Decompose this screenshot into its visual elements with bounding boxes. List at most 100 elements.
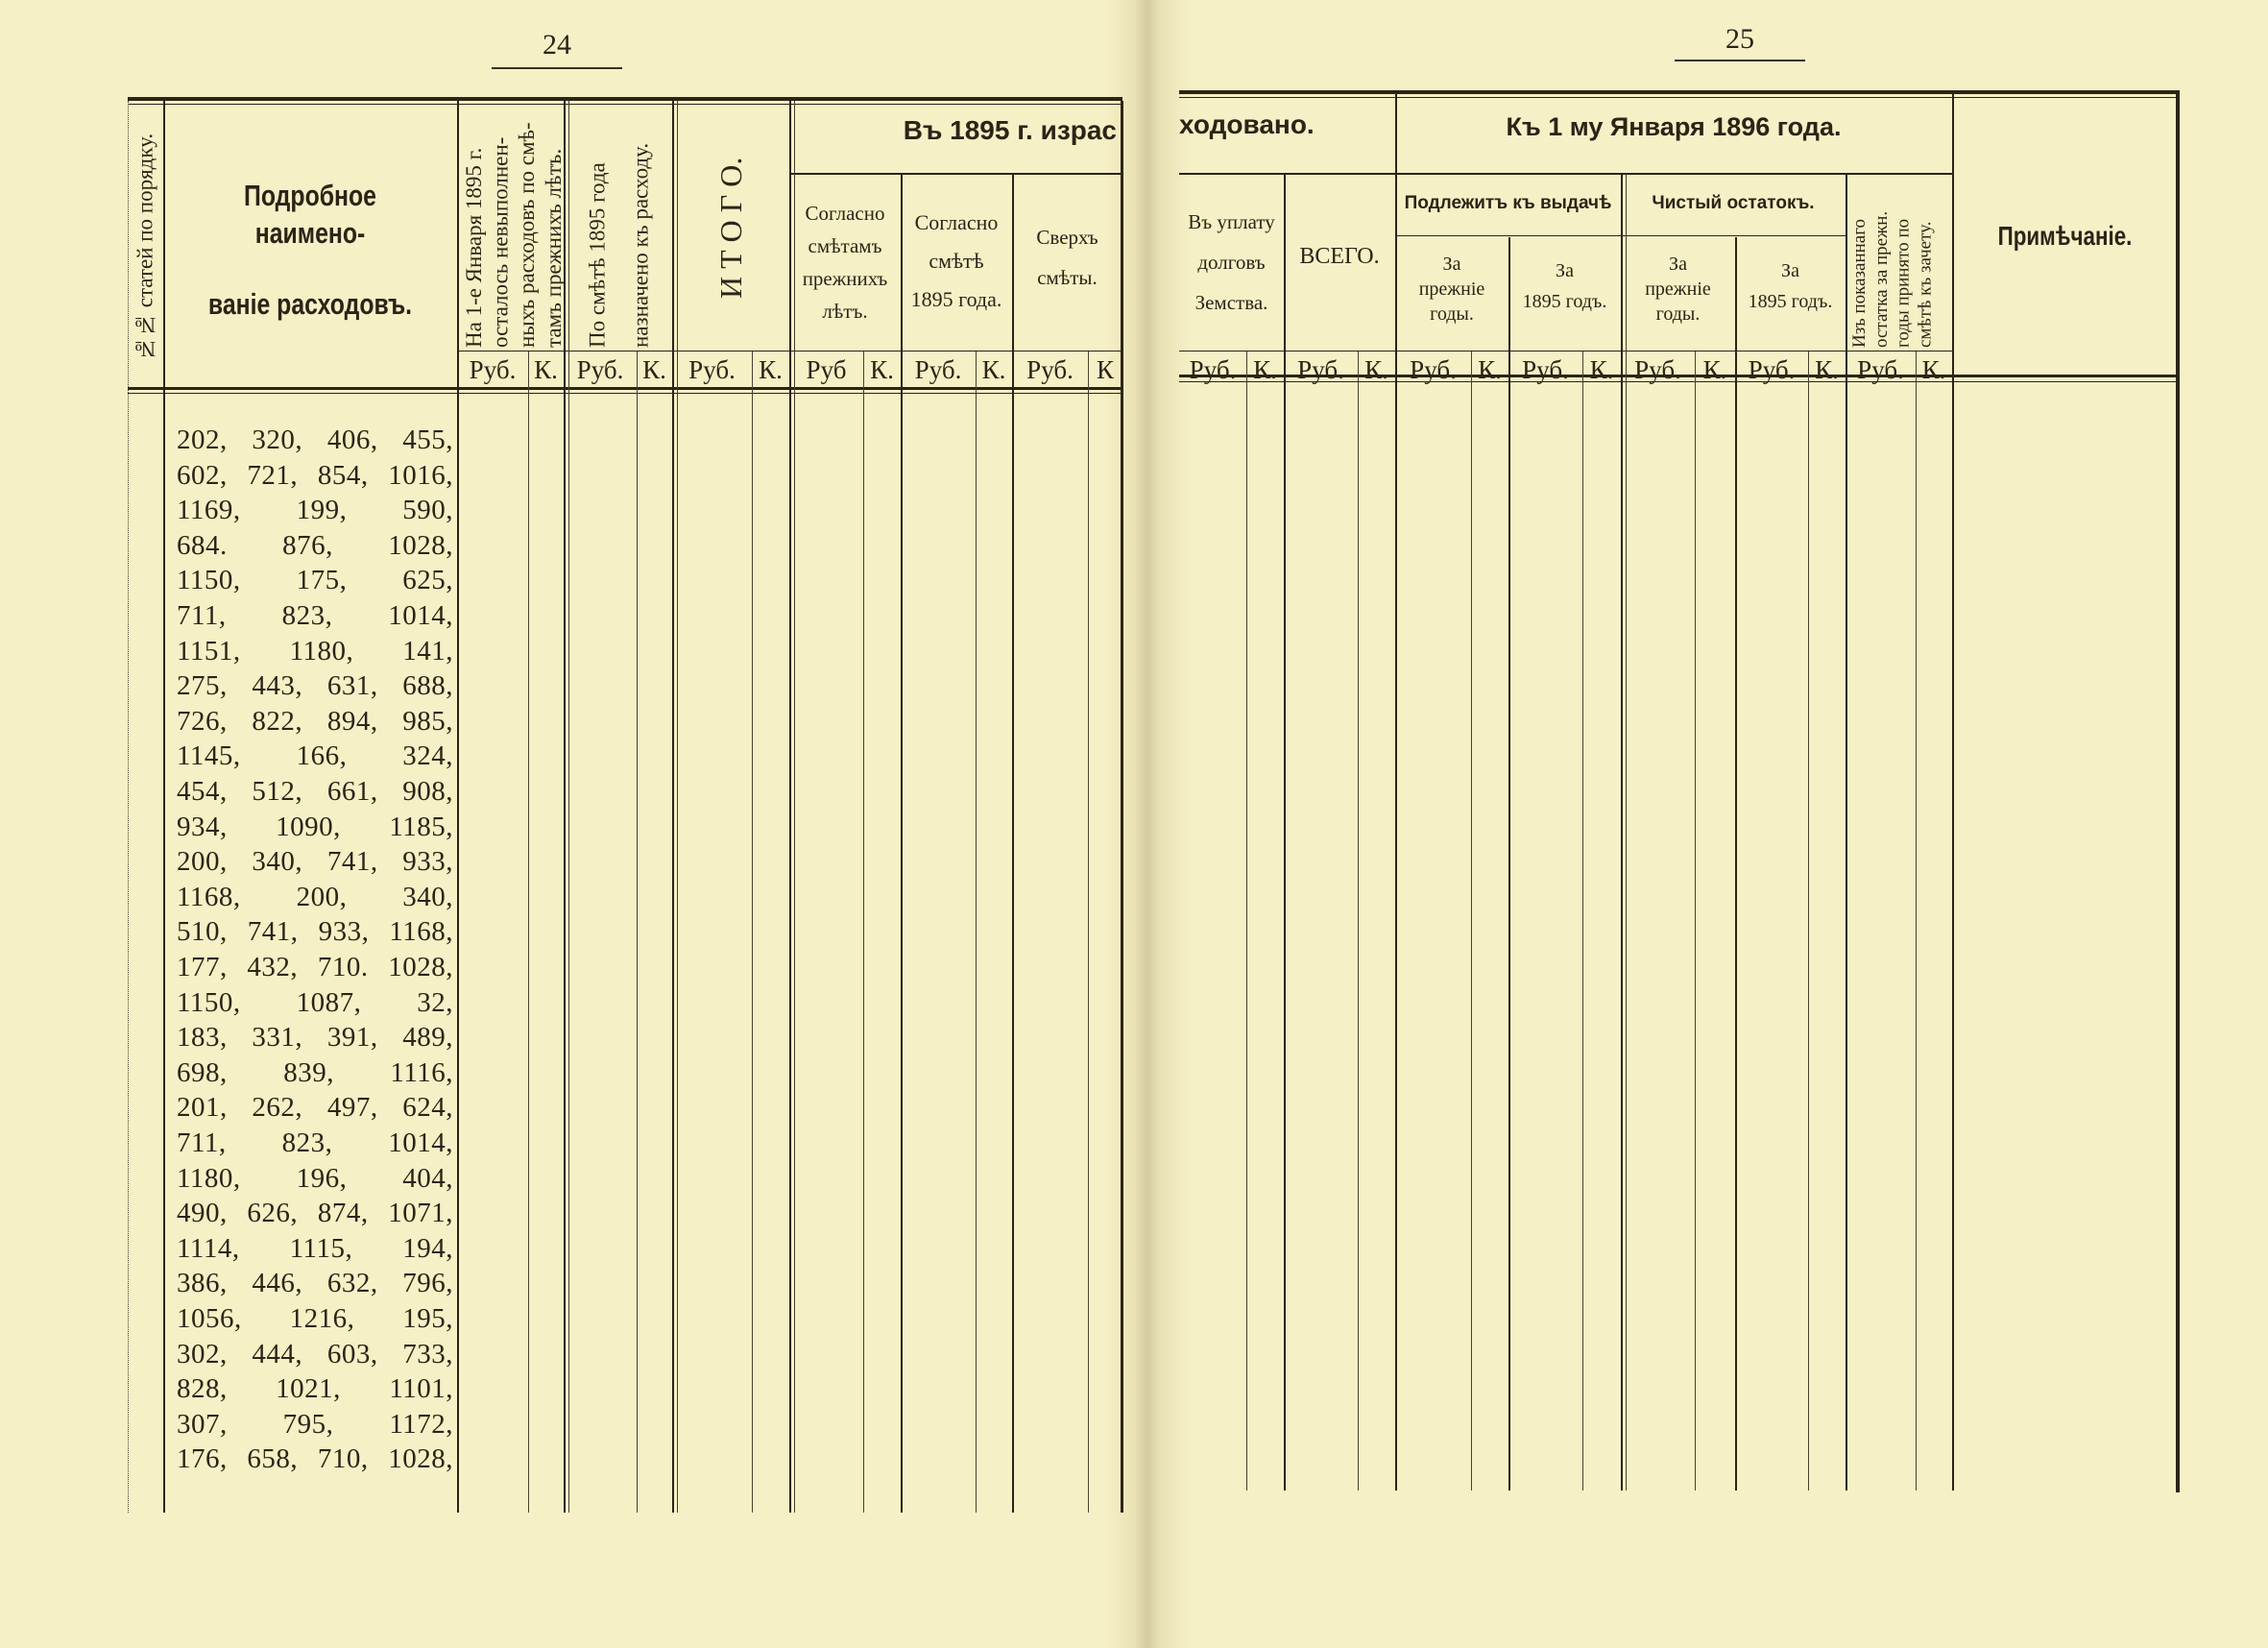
item-number: 1145, xyxy=(177,740,241,772)
item-number: 661, xyxy=(326,776,378,807)
header-year-1895-a: За 1895 годъ. xyxy=(1508,255,1621,317)
item-number: 1180, xyxy=(177,1162,241,1194)
unit-kopecks: К. xyxy=(1478,355,1502,384)
number-line: 698, 839, 1116, xyxy=(177,1055,453,1090)
item-number: 823, xyxy=(281,600,333,631)
number-line: 490, 626, 874, 1071, xyxy=(177,1196,453,1230)
unit-kopecks: К. xyxy=(1364,355,1388,384)
header-item-number: №№ статей по порядку. xyxy=(128,108,163,386)
item-number: 688, xyxy=(402,670,454,702)
unit-rubles: Руб. xyxy=(688,355,736,384)
item-number: 908, xyxy=(402,776,454,807)
item-number: 1090, xyxy=(276,811,341,842)
header-prev-years-b: За прежніе годы. xyxy=(1621,252,1735,327)
item-number: 985, xyxy=(402,705,454,737)
header-label: Изъ показаннаго xyxy=(1849,218,1870,348)
item-number: 823, xyxy=(281,1127,333,1158)
header-label: №№ статей по порядку. xyxy=(133,133,157,361)
table-rule xyxy=(1012,175,1014,1513)
header-label: долговъ xyxy=(1197,251,1266,274)
unit-kopecks: К. xyxy=(870,355,894,384)
item-number: 894, xyxy=(326,705,378,737)
header-per-prev-estimates: Согласно смѣтамъ прежнихъ лѣтъ. xyxy=(789,197,901,327)
header-assigned: По смѣтѣ 1895 года назначено къ расходу. xyxy=(576,108,663,348)
number-line: 454, 512, 661, 908, xyxy=(177,774,453,809)
table-rule xyxy=(564,101,566,1513)
unit-kopecks: К. xyxy=(642,355,666,384)
header-label: осталось невыполнен- xyxy=(488,136,513,348)
page-number-underline xyxy=(492,67,622,69)
table-rule xyxy=(1916,351,1917,1490)
item-number: 444, xyxy=(252,1338,303,1369)
table-rule xyxy=(1626,175,1627,1490)
header-note: Примѣчаніе. xyxy=(1997,221,2133,251)
item-number: 324, xyxy=(402,740,453,772)
item-number: 201, xyxy=(177,1092,228,1124)
table-rule xyxy=(1621,175,1623,1490)
number-line: 200, 340, 741, 933, xyxy=(177,844,453,879)
header-label: годы принято по xyxy=(1893,218,1914,348)
header-total: И Т О Г О. xyxy=(672,108,789,348)
unit-rubles: Руб. xyxy=(1189,355,1237,384)
item-number: 176, xyxy=(177,1443,228,1475)
table-rule xyxy=(1508,237,1510,1490)
table-rule xyxy=(672,101,674,1513)
table-rule xyxy=(637,351,638,1513)
table-rule xyxy=(677,101,678,1513)
header-label: прежніе xyxy=(1418,279,1485,300)
item-number: 874, xyxy=(317,1198,369,1229)
table-rule xyxy=(1358,351,1359,1490)
item-number: 194, xyxy=(402,1232,453,1264)
header-label: остатка за прежн. xyxy=(1870,210,1892,348)
number-line: 828, 1021, 1101, xyxy=(177,1371,453,1406)
header-year-1895-b: За 1895 годъ. xyxy=(1735,255,1846,317)
item-number: 603, xyxy=(326,1338,378,1369)
item-number: 1150, xyxy=(177,565,241,596)
item-number: 404, xyxy=(402,1162,453,1194)
item-number: 196, xyxy=(296,1162,348,1194)
item-number: 721, xyxy=(247,459,299,491)
item-number: 443, xyxy=(252,670,303,702)
item-number: 1168, xyxy=(177,881,241,912)
header-label: прежнихъ xyxy=(802,267,888,290)
item-number: 933, xyxy=(402,846,454,878)
item-number: 1115, xyxy=(289,1232,353,1264)
header-as-of-group: Къ 1 му Января 1896 года. xyxy=(1506,112,1842,141)
number-line: 275, 443, 631, 688, xyxy=(177,668,453,703)
table-rule xyxy=(1179,381,2178,382)
header-label: смѣтѣ xyxy=(929,249,984,273)
item-number: 1114, xyxy=(177,1232,240,1264)
unit-kopecks: К. xyxy=(1921,355,1946,384)
table-rule xyxy=(789,101,791,1513)
item-number: 320, xyxy=(252,424,303,455)
table-rule xyxy=(128,101,130,1513)
item-number: 1172, xyxy=(389,1408,453,1440)
item-number: 489, xyxy=(402,1022,454,1054)
unit-kopecks: К. xyxy=(1702,355,1727,384)
unit-rubles: Руб. xyxy=(1748,355,1796,384)
number-line: 201, 262, 497, 624, xyxy=(177,1090,453,1125)
item-number: 455, xyxy=(402,424,454,455)
item-number: 1014, xyxy=(388,600,453,631)
number-line: 1169, 199, 590, xyxy=(177,493,453,527)
header-label: смѣтамъ xyxy=(808,234,882,257)
item-number: 32, xyxy=(417,986,453,1018)
item-number: 658, xyxy=(247,1443,299,1475)
table-rule xyxy=(1952,94,1954,1490)
number-line: 1150, 1087, 32, xyxy=(177,985,453,1020)
table-rule xyxy=(1808,351,1809,1490)
table-rule xyxy=(752,351,753,1513)
item-number: 141, xyxy=(402,635,453,666)
table-rule xyxy=(1179,173,1952,175)
table-rule xyxy=(163,101,165,1513)
item-number: 934, xyxy=(177,811,228,842)
item-number: 307, xyxy=(177,1408,228,1440)
header-label: назначено къ расходу. xyxy=(628,142,653,348)
item-number: 839, xyxy=(283,1056,334,1088)
item-number: 1169, xyxy=(177,495,241,526)
item-number: 1028, xyxy=(388,1443,454,1475)
table-rule xyxy=(976,351,977,1513)
table-rule xyxy=(1088,351,1089,1513)
item-number: 632, xyxy=(326,1268,378,1299)
number-line: 386, 446, 632, 796, xyxy=(177,1266,453,1300)
